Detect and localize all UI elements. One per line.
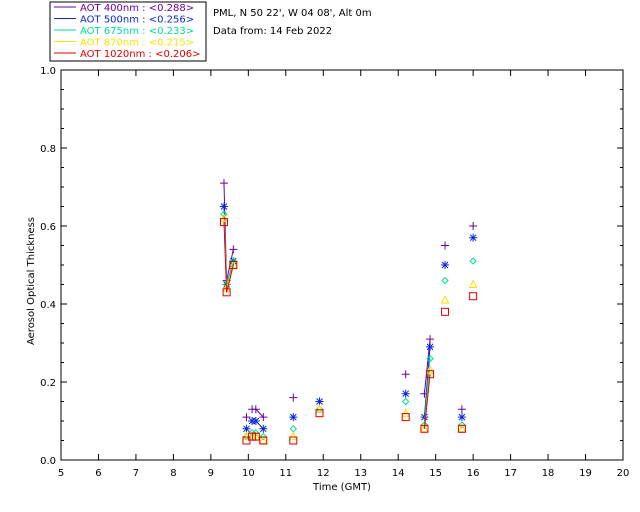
series-line — [423, 374, 431, 429]
legend-item: AOT 500nm : <0.256> — [80, 15, 194, 26]
plus-marker — [289, 393, 298, 402]
x-tick-label: 14 — [392, 468, 405, 479]
x-tick-label: 5 — [58, 468, 64, 479]
square-marker — [289, 436, 298, 445]
legend: AOT 400nm : <0.288>AOT 500nm : <0.256>AO… — [49, 1, 207, 62]
plus-marker — [259, 413, 268, 422]
asterisk-marker — [259, 424, 268, 433]
asterisk-marker — [457, 413, 466, 422]
series-line — [255, 408, 264, 418]
diamond-marker — [289, 425, 298, 433]
asterisk-marker — [420, 413, 429, 422]
diamond-marker — [426, 354, 434, 363]
x-tick-label: 16 — [467, 468, 480, 479]
data-series — [219, 179, 478, 445]
square-marker — [219, 218, 228, 227]
square-marker — [426, 370, 435, 379]
x-tick-label: 9 — [208, 468, 214, 479]
plus-marker — [441, 241, 450, 250]
plus-marker — [229, 245, 238, 254]
series-2 — [219, 202, 478, 433]
square-marker — [259, 436, 268, 445]
plot-frame — [60, 69, 624, 461]
diamond-marker — [259, 432, 268, 441]
triangle-marker — [468, 279, 478, 288]
x-tick-label: 19 — [579, 468, 592, 479]
x-tick-label: 12 — [317, 468, 330, 479]
plus-marker — [242, 413, 251, 422]
square-marker — [229, 261, 238, 269]
square-marker — [401, 413, 410, 422]
diamond-marker — [469, 257, 477, 265]
legend-item: AOT 400nm : <0.288> — [80, 3, 194, 14]
asterisk-marker — [315, 397, 324, 406]
y-tick-label: 0.0 — [40, 456, 56, 467]
series-line — [226, 264, 234, 293]
data-date-text: Data from: 14 Feb 2022 — [213, 26, 332, 37]
x-tick-label: 17 — [504, 468, 517, 479]
series-3 — [220, 210, 477, 441]
legend-box — [49, 1, 207, 62]
y-tick-label: 0.6 — [40, 222, 56, 233]
triangle-marker — [288, 431, 298, 441]
triangle-marker — [219, 213, 229, 222]
series-5 — [219, 218, 478, 445]
y-tick-label: 1.0 — [40, 66, 56, 77]
triangle-marker — [440, 294, 450, 304]
x-tick-label: 8 — [170, 468, 176, 479]
plus-marker — [457, 405, 466, 414]
diamond-marker — [220, 210, 228, 219]
triangle-marker — [401, 408, 411, 417]
square-marker — [441, 307, 450, 316]
x-tick-label: 6 — [95, 468, 101, 479]
square-marker — [315, 409, 324, 418]
asterisk-marker — [219, 202, 228, 211]
y-tick-label: 0.4 — [40, 300, 56, 311]
plus-marker — [219, 179, 228, 188]
plus-marker — [251, 405, 260, 414]
asterisk-marker — [242, 424, 251, 433]
square-marker — [457, 424, 466, 433]
triangle-marker — [315, 404, 324, 413]
asterisk-marker — [251, 417, 260, 425]
series-line — [423, 346, 431, 418]
x-tick-label: 13 — [354, 468, 367, 479]
diamond-marker — [441, 276, 449, 285]
asterisk-marker — [289, 413, 298, 422]
y-axis-label: Aerosol Optical Thickness — [26, 217, 37, 345]
x-axis-label: Time (GMT) — [312, 482, 371, 493]
asterisk-marker — [426, 342, 435, 351]
x-tick-label: 7 — [133, 468, 139, 479]
series-line — [223, 222, 228, 293]
x-tick-label: 18 — [542, 468, 555, 479]
axes: 5 6 7 8 9 10 11 12 13 14 15 16 17 18 19 20 0.0 0.2 0.4 0.6 0… — [40, 66, 629, 479]
x-tick-label: 11 — [279, 468, 292, 479]
legend-item: AOT 870nm : <0.215> — [80, 38, 194, 49]
asterisk-marker — [401, 389, 410, 398]
plus-marker — [401, 370, 410, 379]
diamond-marker — [229, 257, 238, 265]
asterisk-marker — [469, 233, 478, 242]
series-1 — [219, 179, 478, 422]
square-marker — [222, 288, 231, 297]
asterisk-marker — [441, 261, 450, 269]
location-text: PML, N 50 22', W 04 08', Alt 0m — [213, 8, 372, 19]
plus-marker — [469, 222, 478, 230]
diamond-marker — [401, 397, 410, 406]
square-marker — [469, 292, 478, 301]
x-tick-label: 20 — [617, 468, 630, 479]
series-line — [226, 260, 234, 285]
plus-marker — [426, 335, 435, 344]
legend-item: AOT 675nm : <0.233> — [80, 26, 194, 37]
y-tick-label: 0.2 — [40, 378, 56, 389]
legend-item: AOT 1020nm : <0.206> — [80, 49, 200, 60]
y-tick-label: 0.8 — [40, 144, 56, 155]
x-tick-label: 10 — [242, 468, 255, 479]
x-tick-label: 15 — [429, 468, 442, 479]
triangle-marker — [425, 365, 435, 374]
square-marker — [420, 424, 429, 433]
diamond-marker — [458, 421, 466, 429]
